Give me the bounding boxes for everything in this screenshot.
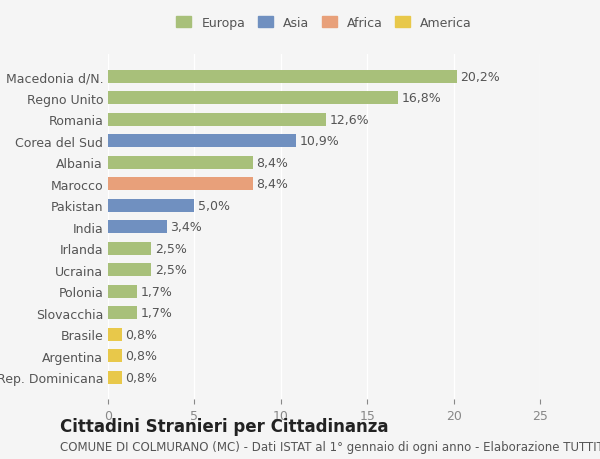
Text: 2,5%: 2,5% [155,242,187,255]
Bar [108,178,253,191]
Text: 2,5%: 2,5% [155,263,187,277]
Text: 3,4%: 3,4% [170,221,202,234]
Text: 1,7%: 1,7% [141,285,173,298]
Text: 10,9%: 10,9% [300,135,340,148]
Bar [108,285,137,298]
Bar [108,221,167,234]
Text: 12,6%: 12,6% [329,113,369,127]
Bar [108,242,151,255]
Bar [108,135,296,148]
Bar [108,71,457,84]
Bar [108,92,398,105]
Bar [108,307,137,319]
Text: 0,8%: 0,8% [125,371,157,384]
Text: 5,0%: 5,0% [198,199,230,212]
Text: COMUNE DI COLMURANO (MC) - Dati ISTAT al 1° gennaio di ogni anno - Elaborazione : COMUNE DI COLMURANO (MC) - Dati ISTAT al… [60,440,600,453]
Text: 0,8%: 0,8% [125,349,157,362]
Bar [108,263,151,276]
Bar [108,113,326,127]
Text: 8,4%: 8,4% [257,178,289,191]
Text: 20,2%: 20,2% [461,71,500,84]
Text: 1,7%: 1,7% [141,307,173,319]
Bar [108,349,122,362]
Text: 16,8%: 16,8% [402,92,442,105]
Legend: Europa, Asia, Africa, America: Europa, Asia, Africa, America [176,17,472,29]
Bar [108,371,122,384]
Bar [108,328,122,341]
Text: 8,4%: 8,4% [257,157,289,169]
Text: Cittadini Stranieri per Cittadinanza: Cittadini Stranieri per Cittadinanza [60,418,389,436]
Bar [108,157,253,169]
Text: 0,8%: 0,8% [125,328,157,341]
Bar [108,199,194,212]
